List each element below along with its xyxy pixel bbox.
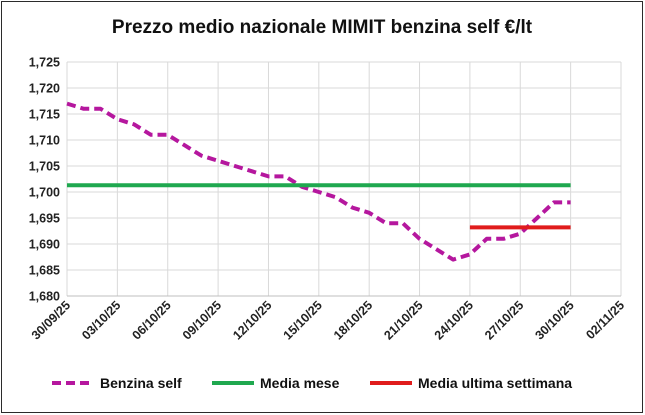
x-tick-label: 06/10/25 <box>130 298 174 342</box>
x-tick-label: 21/10/25 <box>381 298 425 342</box>
y-tick-label: 1,690 <box>29 238 60 252</box>
legend-label: Media mese <box>260 375 340 391</box>
series-line-benzina-self <box>66 101 571 262</box>
legend-label: Media ultima settimana <box>418 375 572 391</box>
y-tick-label: 1,700 <box>29 186 60 200</box>
x-tick-label: 27/10/25 <box>482 298 526 342</box>
x-tick-label: 12/10/25 <box>230 298 274 342</box>
y-tick-label: 1,705 <box>29 160 60 174</box>
chart-series <box>66 101 571 262</box>
x-tick-label: 30/10/25 <box>532 298 576 342</box>
x-tick-label: 24/10/25 <box>432 298 476 342</box>
x-tick-label: 30/09/25 <box>29 298 73 342</box>
x-tick-label: 03/10/25 <box>79 298 123 342</box>
x-tick-label: 15/10/25 <box>281 298 325 342</box>
x-tick-label: 02/11/25 <box>583 298 627 342</box>
y-tick-label: 1,725 <box>29 56 60 70</box>
chart-grid <box>66 61 622 297</box>
chart-title: Prezzo medio nazionale MIMIT benzina sel… <box>112 17 533 38</box>
y-tick-label: 1,710 <box>29 134 60 148</box>
y-tick-label: 1,695 <box>29 212 60 226</box>
y-tick-label: 1,720 <box>29 82 60 96</box>
x-axis-ticks: 30/09/25 03/10/25 06/10/25 09/10/25 12/10/25… <box>29 298 627 342</box>
y-axis-ticks: 1,680 1,685 1,690 1,695 1,700 1,705 1,710 1,715… <box>29 56 60 304</box>
x-tick-label: 09/10/25 <box>180 298 224 342</box>
y-tick-label: 1,680 <box>29 290 60 304</box>
y-tick-label: 1,715 <box>29 108 60 122</box>
y-tick-label: 1,685 <box>29 264 60 278</box>
chart-legend: Benzina self Media mese Media ultima setti… <box>52 375 572 391</box>
x-tick-label: 18/10/25 <box>331 298 375 342</box>
legend-label: Benzina self <box>100 375 182 391</box>
